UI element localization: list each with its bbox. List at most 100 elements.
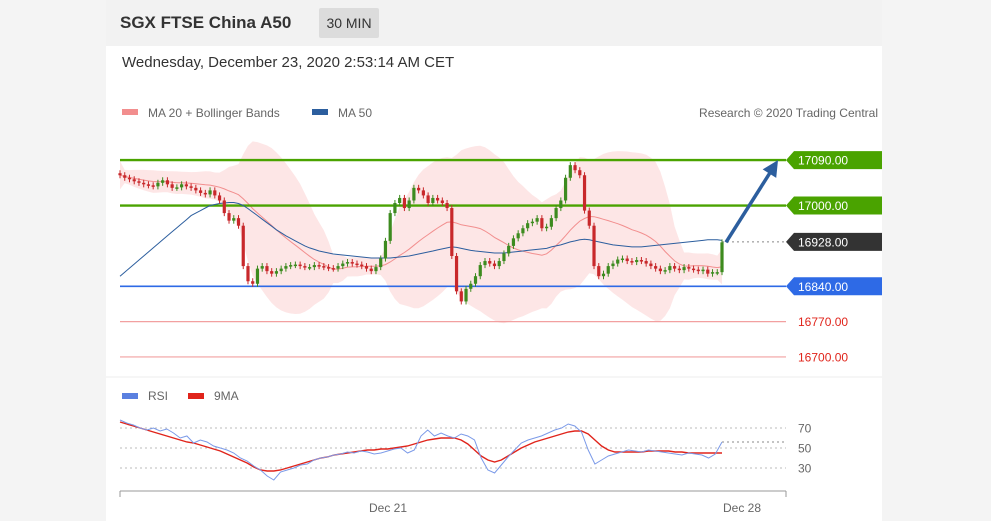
candle bbox=[545, 223, 549, 232]
candle bbox=[369, 265, 373, 275]
candle bbox=[682, 264, 686, 274]
candle bbox=[284, 263, 288, 272]
candle bbox=[535, 215, 539, 225]
candle bbox=[227, 210, 231, 224]
candle bbox=[298, 261, 302, 270]
candle bbox=[255, 265, 260, 287]
candle bbox=[341, 260, 345, 270]
candle bbox=[345, 259, 350, 267]
candle bbox=[582, 172, 587, 214]
candle bbox=[630, 258, 634, 266]
candle bbox=[350, 259, 354, 267]
candle bbox=[720, 239, 724, 276]
candle bbox=[198, 187, 203, 196]
candle bbox=[364, 263, 369, 272]
instrument-title: SGX FTSE China A50 bbox=[120, 13, 292, 32]
rsi-tick-label: 50 bbox=[798, 442, 812, 456]
candle bbox=[127, 174, 132, 183]
candle bbox=[625, 255, 629, 265]
candle bbox=[184, 181, 188, 190]
candle bbox=[213, 187, 217, 199]
level-tag-2: 16928.00 bbox=[786, 232, 882, 251]
level-label: 17090.00 bbox=[798, 154, 848, 168]
level-tag-3: 16840.00 bbox=[786, 277, 882, 296]
candle bbox=[312, 262, 316, 271]
candle bbox=[597, 263, 601, 280]
candle bbox=[691, 265, 696, 273]
candle bbox=[175, 184, 179, 191]
candle bbox=[180, 181, 184, 191]
ma20-line bbox=[119, 174, 723, 270]
candle bbox=[649, 260, 653, 270]
candle bbox=[578, 167, 582, 179]
rsi-legend-label: RSI bbox=[148, 389, 168, 403]
ma50-line-group bbox=[119, 202, 723, 277]
candle bbox=[407, 197, 411, 212]
candle bbox=[388, 210, 392, 244]
candle bbox=[473, 273, 478, 287]
candle bbox=[236, 215, 241, 229]
candle bbox=[308, 264, 312, 271]
candle bbox=[620, 255, 625, 263]
candle bbox=[137, 178, 141, 186]
candle bbox=[379, 255, 383, 271]
candle bbox=[398, 194, 402, 207]
candle bbox=[156, 179, 160, 190]
level-label: 16770.00 bbox=[798, 315, 848, 329]
candle bbox=[260, 263, 264, 272]
candle bbox=[606, 263, 610, 277]
candle bbox=[464, 285, 468, 305]
ma50-legend-swatch bbox=[312, 109, 328, 115]
rsi-tick-label: 70 bbox=[798, 422, 812, 436]
copyright-label: Research © 2020 Trading Central bbox=[699, 106, 878, 120]
candle bbox=[710, 269, 715, 277]
candle bbox=[132, 176, 136, 185]
candle bbox=[497, 258, 501, 270]
candle bbox=[165, 177, 170, 188]
candle bbox=[658, 265, 662, 275]
candle bbox=[454, 252, 459, 295]
candle bbox=[616, 256, 620, 267]
candle bbox=[526, 220, 530, 232]
candle bbox=[246, 263, 250, 285]
candle bbox=[677, 265, 681, 274]
rsi-tick-label: 30 bbox=[798, 462, 812, 476]
candle bbox=[601, 270, 606, 280]
candle bbox=[511, 235, 516, 249]
candle bbox=[222, 197, 226, 217]
candle bbox=[507, 242, 511, 257]
rsi-ma-legend-swatch bbox=[188, 393, 204, 399]
price-levels bbox=[120, 158, 786, 358]
level-label: 17000.00 bbox=[798, 199, 848, 213]
candle bbox=[654, 263, 658, 272]
level-label: 16840.00 bbox=[798, 280, 848, 294]
rsi-line bbox=[119, 419, 723, 481]
candle bbox=[488, 258, 492, 267]
candle bbox=[445, 199, 449, 212]
candle bbox=[450, 205, 454, 260]
candle bbox=[559, 197, 563, 212]
candle bbox=[146, 181, 151, 189]
level-tag-5: 16700.00 bbox=[798, 350, 848, 364]
rsi-ma-line bbox=[119, 421, 722, 472]
x-tick-dec28: Dec 28 bbox=[723, 501, 761, 515]
candle bbox=[118, 170, 122, 179]
candle bbox=[265, 263, 269, 275]
forecast-arrow-shaft bbox=[724, 167, 775, 244]
candle bbox=[374, 264, 378, 275]
candle bbox=[672, 263, 677, 272]
bollinger-bands bbox=[119, 141, 723, 324]
candle bbox=[217, 192, 222, 204]
candle bbox=[587, 207, 591, 229]
timeframe-button[interactable]: 30 MIN bbox=[319, 8, 379, 38]
candle bbox=[189, 183, 193, 191]
candle bbox=[355, 260, 359, 268]
level-label: 16700.00 bbox=[798, 350, 848, 364]
candle bbox=[331, 265, 335, 272]
level-tag-1: 17000.00 bbox=[786, 196, 882, 215]
header-bar: SGX FTSE China A50 30 MIN bbox=[106, 0, 882, 46]
candle bbox=[383, 237, 388, 262]
rsi-panel: 70 50 30 bbox=[119, 419, 812, 481]
candle bbox=[289, 262, 293, 270]
candle bbox=[336, 263, 340, 272]
